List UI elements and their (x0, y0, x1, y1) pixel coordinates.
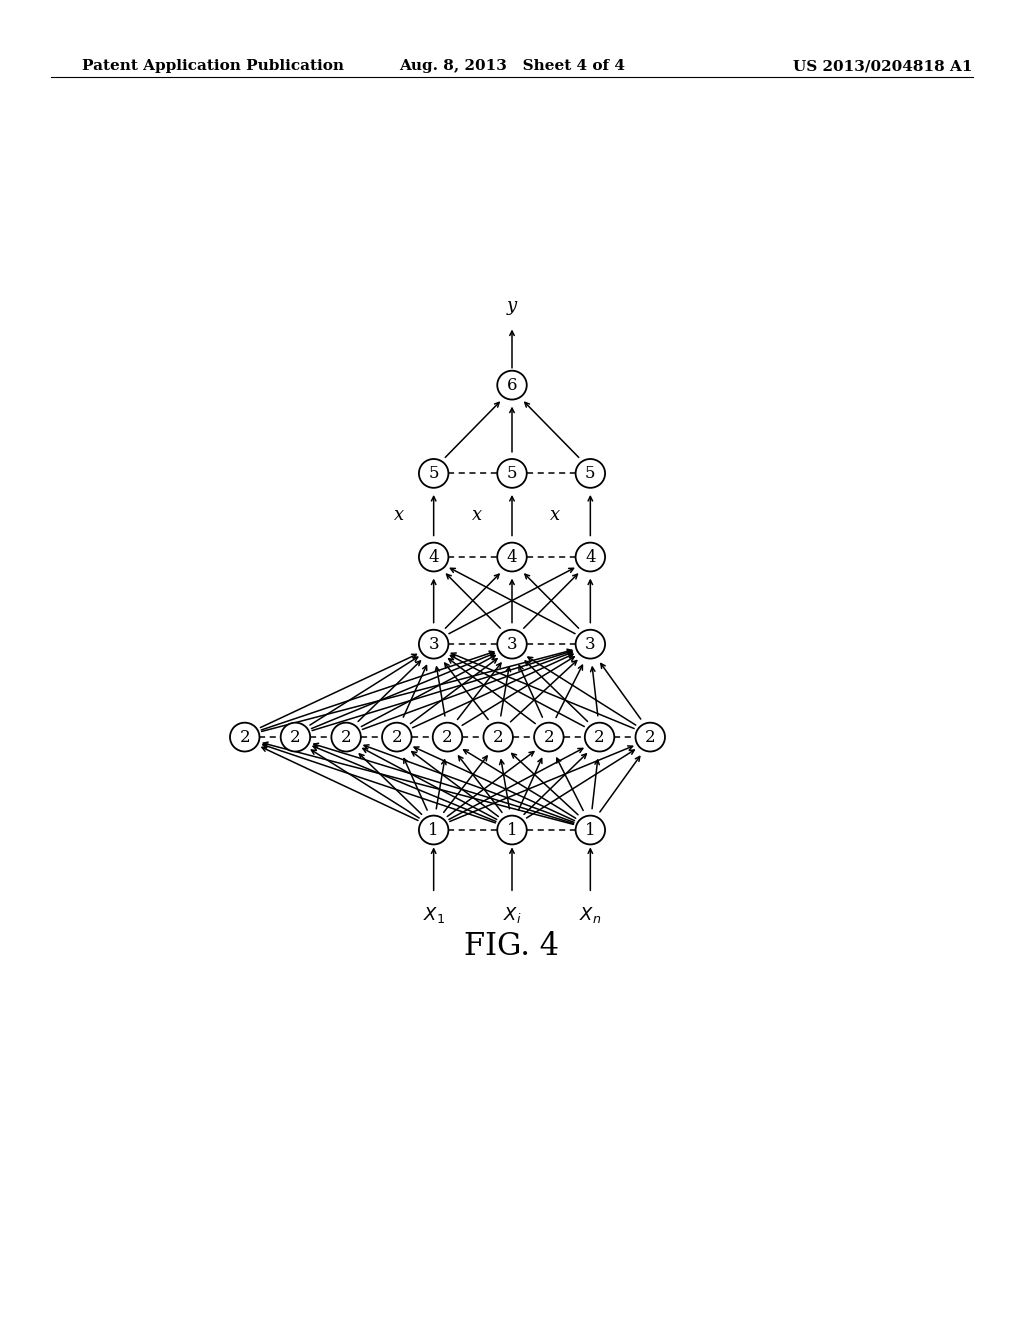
Text: 1: 1 (428, 821, 439, 838)
Ellipse shape (419, 630, 449, 659)
Text: 3: 3 (585, 636, 596, 652)
Text: 3: 3 (507, 636, 517, 652)
Text: 4: 4 (507, 549, 517, 565)
Text: 2: 2 (341, 729, 351, 746)
Text: 2: 2 (493, 729, 504, 746)
Ellipse shape (332, 722, 360, 751)
Text: 2: 2 (240, 729, 250, 746)
Text: 4: 4 (585, 549, 596, 565)
Ellipse shape (498, 543, 526, 572)
Ellipse shape (419, 543, 449, 572)
Ellipse shape (230, 722, 259, 751)
Text: 2: 2 (442, 729, 453, 746)
Ellipse shape (575, 459, 605, 488)
Text: $X_{i}$: $X_{i}$ (503, 904, 521, 925)
Text: FIG. 4: FIG. 4 (465, 931, 559, 962)
Ellipse shape (498, 816, 526, 845)
Ellipse shape (419, 816, 449, 845)
Ellipse shape (498, 371, 526, 400)
Text: x: x (393, 507, 403, 524)
Ellipse shape (575, 543, 605, 572)
Text: x: x (550, 507, 560, 524)
Text: 1: 1 (585, 821, 596, 838)
Ellipse shape (382, 722, 412, 751)
Text: $X_{1}$: $X_{1}$ (423, 904, 444, 925)
Text: 6: 6 (507, 376, 517, 393)
Ellipse shape (281, 722, 310, 751)
Ellipse shape (535, 722, 563, 751)
Ellipse shape (433, 722, 462, 751)
Text: 2: 2 (391, 729, 402, 746)
Text: Patent Application Publication: Patent Application Publication (82, 59, 344, 74)
Ellipse shape (419, 459, 449, 488)
Text: 5: 5 (428, 465, 439, 482)
Text: 4: 4 (428, 549, 439, 565)
Text: 5: 5 (585, 465, 596, 482)
Ellipse shape (483, 722, 513, 751)
Text: US 2013/0204818 A1: US 2013/0204818 A1 (794, 59, 973, 74)
Text: 2: 2 (594, 729, 605, 746)
Text: y: y (507, 297, 517, 315)
Text: 2: 2 (645, 729, 655, 746)
Ellipse shape (498, 630, 526, 659)
Ellipse shape (498, 459, 526, 488)
Text: 1: 1 (507, 821, 517, 838)
Text: x: x (472, 507, 482, 524)
Text: 3: 3 (428, 636, 439, 652)
Text: 2: 2 (544, 729, 554, 746)
Text: 5: 5 (507, 465, 517, 482)
Text: 2: 2 (290, 729, 301, 746)
Ellipse shape (585, 722, 614, 751)
Ellipse shape (636, 722, 665, 751)
Ellipse shape (575, 630, 605, 659)
Ellipse shape (575, 816, 605, 845)
Text: Aug. 8, 2013   Sheet 4 of 4: Aug. 8, 2013 Sheet 4 of 4 (399, 59, 625, 74)
Text: $X_{n}$: $X_{n}$ (580, 904, 601, 925)
